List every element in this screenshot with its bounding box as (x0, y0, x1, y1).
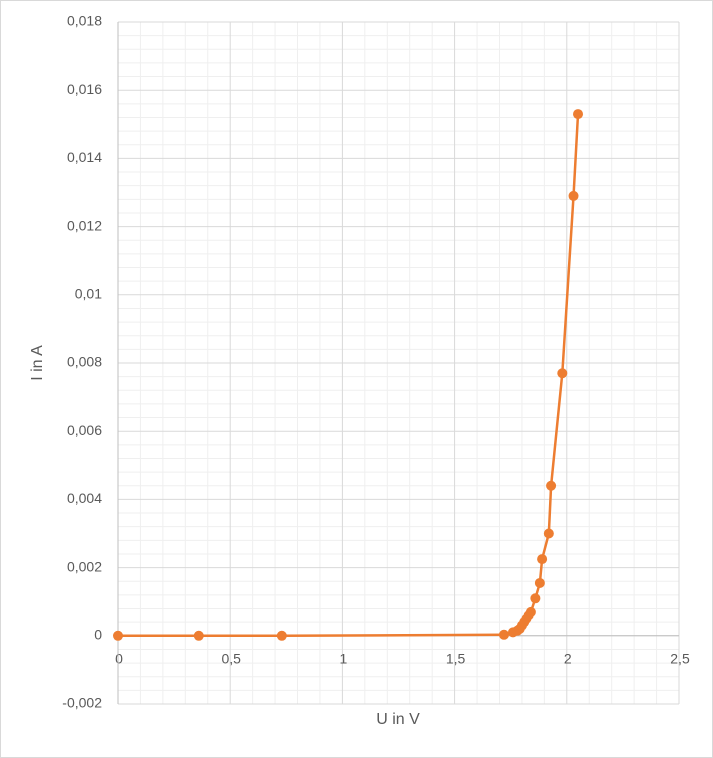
y-axis-title: I in A (29, 345, 46, 381)
data-point (543, 528, 554, 539)
x-tick-label: 1,5 (446, 651, 466, 667)
y-tick-label: 0,008 (67, 354, 102, 370)
y-tick-label: -0,002 (62, 695, 102, 711)
data-point (534, 577, 545, 588)
data-point (525, 606, 536, 617)
y-tick-label: 0,01 (75, 286, 102, 302)
x-tick-label: 1 (340, 651, 348, 667)
data-point (113, 630, 123, 641)
x-tick-label: 0,5 (221, 651, 241, 667)
y-tick-label: 0,006 (67, 422, 102, 438)
data-point (557, 368, 568, 379)
y-tick-label: 0,016 (67, 81, 102, 97)
data-point (193, 630, 204, 641)
data-point (530, 593, 541, 604)
data-point (276, 630, 287, 641)
data-point (537, 554, 548, 565)
data-point (498, 629, 509, 640)
x-tick-label: 2 (564, 651, 572, 667)
x-axis-title: U in V (376, 711, 420, 728)
y-tick-label: 0,004 (67, 490, 102, 506)
y-tick-label: 0,012 (67, 217, 102, 233)
data-point (573, 109, 584, 120)
x-tick-label: 0 (115, 651, 123, 667)
data-point (568, 190, 579, 201)
data-point (546, 480, 557, 491)
y-tick-label: 0,002 (67, 558, 102, 574)
y-tick-label: 0 (94, 627, 102, 643)
x-tick-label: 2,5 (670, 651, 690, 667)
y-tick-label: 0,018 (67, 13, 102, 29)
y-tick-label: 0,014 (67, 149, 102, 165)
